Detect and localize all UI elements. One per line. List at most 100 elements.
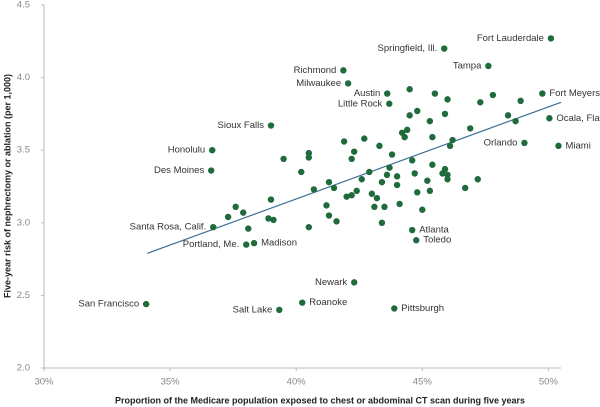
point: [504, 112, 512, 119]
point: [391, 305, 398, 312]
point-label: Honolulu: [168, 145, 206, 156]
point: [555, 142, 562, 150]
point-label: Roanoke: [309, 297, 347, 308]
point-label: Miami: [565, 140, 590, 151]
point: [340, 67, 347, 74]
point: [376, 142, 383, 150]
point: [243, 241, 250, 248]
x-tick-label: 35%: [161, 377, 181, 388]
point: [245, 225, 252, 232]
point-label: Fort Lauderdale: [477, 33, 544, 44]
x-tick-label: 30%: [34, 377, 54, 388]
point: [444, 176, 451, 183]
point: [310, 186, 318, 193]
point: [406, 112, 413, 119]
point-label: Tampa: [453, 60, 482, 71]
point-label: Madison: [261, 238, 297, 249]
point: [250, 239, 258, 247]
point: [411, 170, 418, 177]
point: [409, 226, 416, 234]
y-tick-label: 3.0: [17, 217, 30, 228]
point: [403, 126, 411, 134]
point: [429, 161, 436, 168]
point-label: Salt Lake: [233, 304, 273, 315]
point: [489, 91, 497, 99]
point: [348, 192, 355, 199]
point: [368, 190, 376, 197]
point: [240, 209, 247, 216]
point: [477, 99, 484, 106]
point: [393, 181, 401, 189]
point: [232, 203, 239, 211]
point: [517, 97, 524, 105]
point: [378, 178, 386, 186]
point: [373, 194, 381, 202]
y-tick-label: 3.5: [17, 145, 30, 156]
point: [298, 168, 305, 176]
point: [429, 133, 436, 141]
point: [419, 206, 426, 213]
point: [378, 219, 386, 226]
point: [413, 237, 420, 244]
point: [426, 117, 434, 125]
point: [348, 155, 355, 163]
point: [485, 62, 492, 70]
point: [323, 202, 330, 209]
point: [386, 100, 393, 107]
point-label: Des Moines: [154, 165, 204, 176]
point-label: Sioux Falls: [218, 120, 265, 131]
point: [344, 80, 352, 87]
point: [521, 139, 528, 147]
point: [474, 176, 481, 183]
point: [441, 110, 449, 118]
y-axis-title: Five-year risk of nephrectomy or ablatio…: [2, 74, 12, 298]
point: [299, 299, 306, 306]
point: [449, 136, 456, 144]
point: [381, 203, 388, 211]
point: [267, 122, 275, 129]
point: [512, 117, 519, 125]
point-label: Little Rock: [338, 98, 383, 109]
point: [343, 193, 350, 200]
point-label: Atlanta: [419, 225, 449, 236]
point: [210, 223, 217, 231]
point: [270, 216, 277, 224]
point-label: Portland, Me.: [183, 239, 240, 250]
point-label: Richmond: [294, 65, 337, 76]
x-axis-title: Proportion of the Medicare population ex…: [115, 395, 525, 405]
y-tick-label: 4.0: [17, 72, 30, 83]
point: [444, 96, 451, 103]
point: [461, 184, 469, 192]
point-label: Fort Meyers: [549, 88, 600, 99]
point: [267, 196, 275, 203]
point: [414, 189, 421, 196]
point: [546, 115, 553, 122]
point: [224, 213, 232, 221]
x-tick-label: 40%: [287, 377, 307, 388]
x-tick-label: 50%: [539, 377, 559, 388]
point: [547, 35, 555, 42]
point: [409, 157, 416, 164]
point: [401, 133, 408, 141]
point: [384, 90, 391, 97]
point-label: Springfield, Ill.: [378, 43, 438, 54]
point: [142, 300, 150, 308]
y-tick-label: 4.5: [17, 0, 30, 11]
point: [431, 90, 439, 97]
point: [280, 155, 287, 163]
point: [406, 86, 413, 93]
x-tick-label: 45%: [413, 377, 433, 388]
point: [340, 138, 348, 145]
point: [265, 215, 272, 222]
point: [325, 212, 333, 219]
point-label: San Francisco: [78, 299, 139, 310]
point: [386, 164, 393, 171]
point-label: Milwaukee: [296, 78, 341, 89]
point: [446, 142, 454, 150]
point-label: Orlando: [484, 137, 518, 148]
point: [539, 90, 546, 97]
point: [424, 177, 431, 184]
point: [426, 187, 434, 195]
point: [351, 279, 358, 286]
